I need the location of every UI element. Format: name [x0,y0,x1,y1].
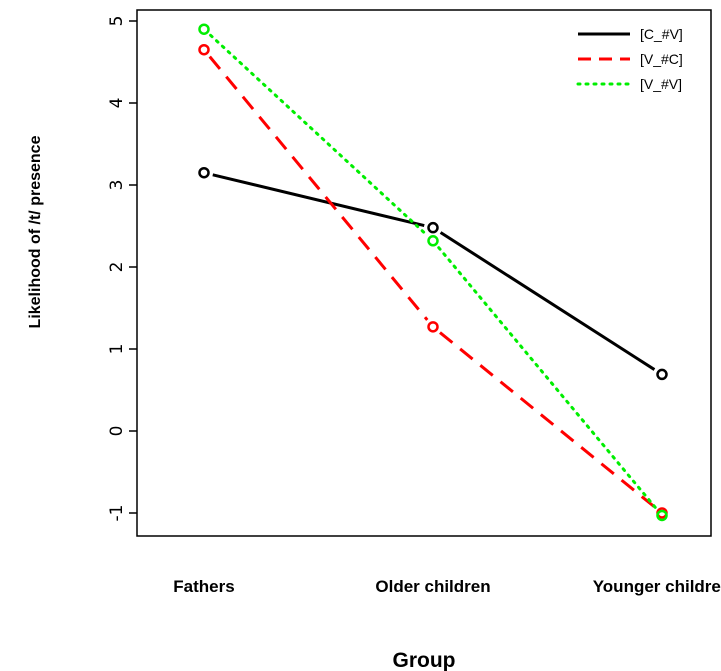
data-point [198,166,210,179]
x-tick-label: Fathers [173,577,234,596]
series-line-segment [439,231,656,371]
y-axis-title: Likelihood of /t/ presence [27,135,44,328]
y-tick-label: 3 [107,180,127,191]
y-tick-label: 1 [107,344,127,355]
x-axis-title: Group [393,649,456,671]
legend-label: [V_#V] [640,76,682,92]
series-layer [198,23,668,522]
data-point [427,235,439,247]
series-line-segment [437,246,658,511]
data-point [427,221,439,234]
x-axis: Fathers Older children Younger children [173,577,721,596]
legend-label: [C_#V] [640,26,683,42]
x-tick-label: Younger children [593,577,721,596]
y-tick-label: 4 [107,98,127,109]
series-line-segment [208,55,429,321]
series [198,43,668,519]
series-line-segment [439,331,656,509]
legend-label: [V_#C] [640,51,683,67]
series-line-segment [212,173,425,227]
data-point [656,509,668,522]
x-tick-label: Older children [375,577,490,596]
data-point [198,43,210,56]
y-tick-label: 2 [107,262,127,273]
series [198,166,668,381]
series [198,23,668,522]
plot-frame [136,9,712,537]
series-line-segment [209,33,428,237]
data-point [656,368,668,381]
legend: [C_#V] [V_#C] [V_#V] [576,26,683,92]
data-point [427,321,439,333]
y-tick-label: -1 [107,505,127,522]
y-tick-label: 0 [107,426,127,437]
data-point [198,23,210,35]
y-tick-label: 5 [107,16,127,27]
y-axis: 5 4 3 2 1 0 -1 [107,16,137,522]
